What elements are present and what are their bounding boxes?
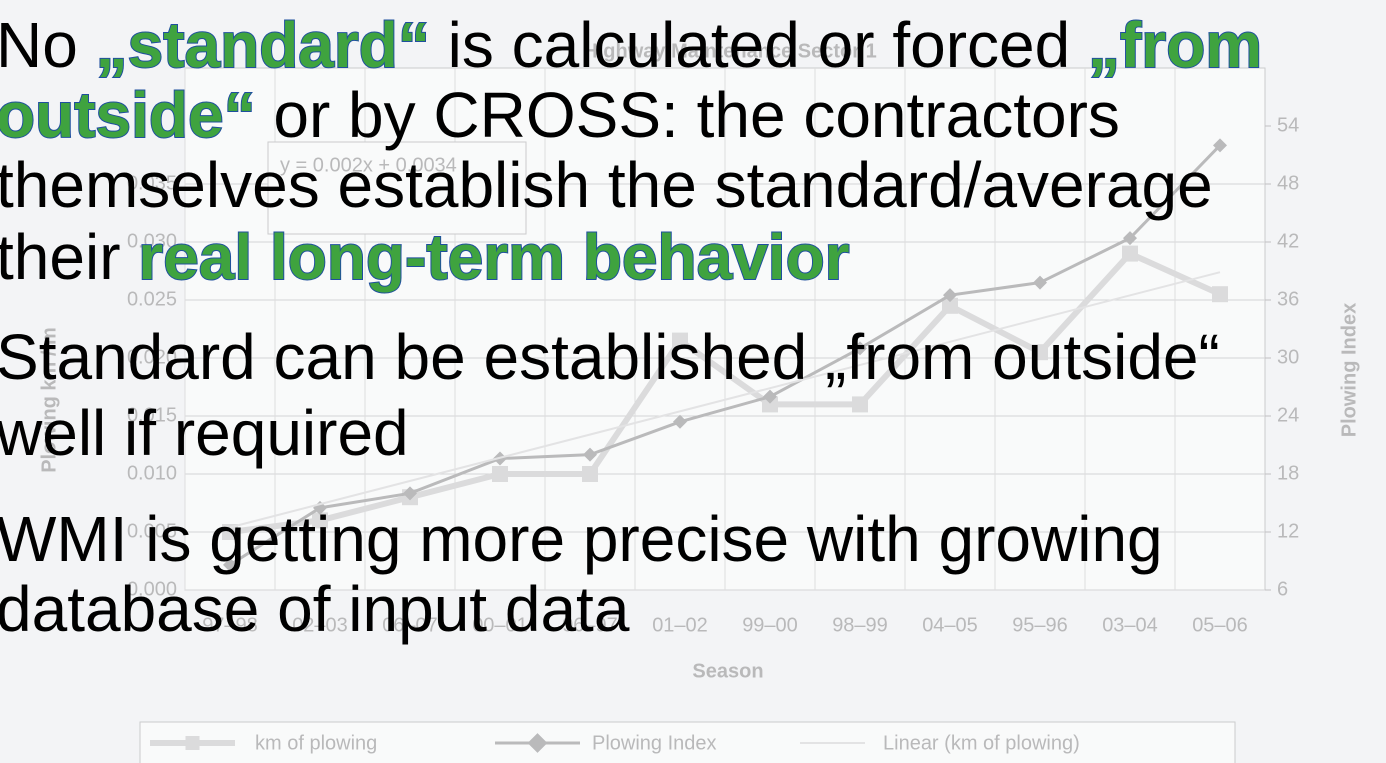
marker [1122,245,1138,262]
marker [673,414,687,429]
x-tick-label: 96–97 [562,614,618,636]
y-tick-label: 0.000 [127,578,177,600]
marker [1213,138,1227,153]
marker [583,447,597,462]
text-line: their real long-term behavior [0,221,851,293]
y2-tick-label: 24 [1277,404,1299,426]
text-line: WMI is getting more precise with growing [0,504,1163,574]
x-tick-label: 02–03 [292,614,348,636]
trend-equation: y = 0.002x + 0.0034 [280,154,457,176]
text-line: outside“ or by CROSS: the contractors [0,79,1120,151]
y2-tick-label: 54 [1277,114,1299,136]
text: is calculated or forced [429,9,1088,81]
series-line [229,144,1222,567]
legend-marker [185,736,200,750]
legend-label: Plowing Index [592,732,717,754]
x-tick-label: 06–07 [382,614,438,636]
x-tick-label: 98–99 [832,614,888,636]
marker [853,341,867,356]
marker [1033,275,1047,290]
y2-tick-label: 36 [1277,288,1299,310]
y2-tick-label: 18 [1277,462,1299,484]
marker [223,557,237,572]
legend-label: Linear (km of plowing) [883,732,1080,754]
series-line [229,249,1222,535]
text-line: Standard can be established „from outsid… [0,322,1220,392]
y2-axis-label: Plowing Index [1338,303,1360,437]
x-axis-label: Season [692,660,763,682]
marker [582,466,598,482]
marker [942,297,958,314]
y-tick-label: 0.035 [127,172,177,194]
marker [403,486,417,501]
highlight-text: outside“ [0,79,257,151]
series-line [229,271,1221,529]
highlight-text: „from [1087,9,1263,81]
marker [312,512,328,529]
marker [762,396,778,413]
y-tick-label: 0.005 [127,520,177,542]
marker [852,396,868,413]
highlight-text: „standard“ [95,9,431,81]
x-tick-label: 01–02 [652,614,708,636]
text: themselves establish the standard/averag… [0,149,1213,221]
marker [1123,231,1137,246]
text: WMI is getting more precise with growing [0,503,1163,575]
highlight-text: real long-term behavior [137,221,850,293]
annotation-box [267,141,527,235]
text-line: database of input data [0,574,629,644]
legend-label: km of plowing [255,732,377,754]
y2-tick-label: 30 [1277,346,1299,368]
x-tick-label: 05–06 [1192,614,1248,636]
text: their [0,221,139,293]
marker [1032,344,1048,361]
x-tick-label: 95–96 [1012,614,1068,636]
x-tick-label: 97–98 [202,614,258,636]
text: No [0,9,96,81]
y-axis-label: Plowing km / m [38,327,60,473]
text: well if required [0,397,409,469]
y-tick-label: 0.010 [127,462,177,484]
text: Standard can be established „from outsid… [0,321,1220,393]
x-tick-label: 03–04 [1102,614,1158,636]
y2-tick-label: 42 [1277,230,1299,252]
text-line: themselves establish the standard/averag… [0,150,1213,220]
chart-title: Highway Maintenance Sector 1 [583,40,876,62]
text: database of input data [0,573,630,645]
y-tick-label: 0.020 [127,346,177,368]
legend-marker [527,733,548,753]
text-line: well if required [0,398,409,468]
x-tick-label: 04–05 [922,614,978,636]
marker [222,524,238,540]
y2-tick-label: 48 [1277,172,1299,194]
text: or by CROSS: the contractors [255,79,1120,151]
marker [943,288,957,303]
marker [492,466,508,482]
legend-box [139,721,1236,763]
y-tick-label: 0.030 [127,230,177,252]
y-tick-label: 0.015 [127,404,177,426]
marker [763,389,777,404]
y2-tick-label: 12 [1277,520,1299,542]
text-line: No „standard“ is calculated or forced „f… [0,9,1263,81]
marker [672,332,688,349]
x-tick-label: 00–01 [472,614,528,636]
marker [1212,286,1228,303]
y-tick-label: 0.025 [127,288,177,310]
y2-tick-label: 6 [1277,578,1288,600]
x-tick-label: 99–00 [742,614,798,636]
